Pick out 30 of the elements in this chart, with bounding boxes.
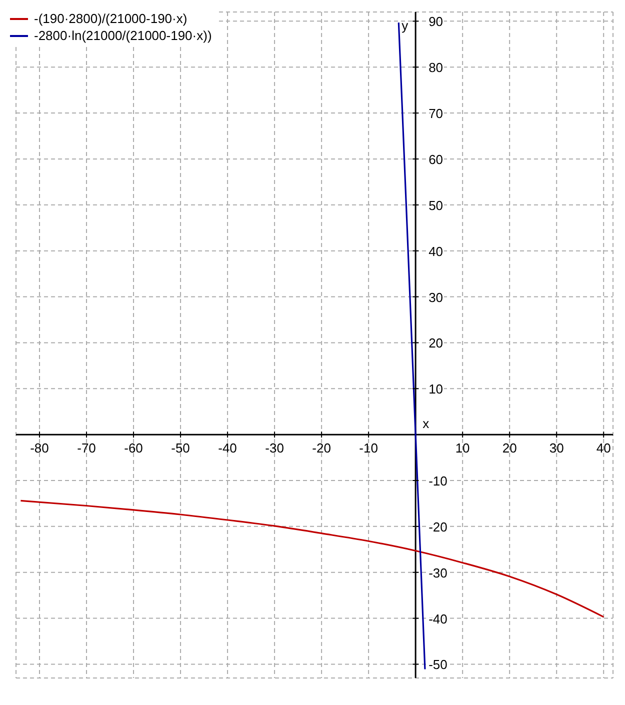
y-tick-label: -30 <box>428 565 448 580</box>
y-tick-label: 40 <box>428 244 444 259</box>
x-tick-label: -70 <box>77 440 96 456</box>
x-tick-label: -40 <box>218 440 237 456</box>
y-tick-label: 80 <box>428 60 444 76</box>
y-tick-label: 90 <box>428 14 444 30</box>
x-tick-label: -60 <box>124 440 143 456</box>
y-tick-label: -20 <box>428 519 448 534</box>
y-tick-label: 50 <box>428 198 444 213</box>
y-tick-label: 10 <box>428 382 444 397</box>
x-axis-title: x <box>422 416 430 431</box>
y-tick-label: 70 <box>428 106 444 122</box>
y-tick-label: 20 <box>428 336 444 351</box>
y-tick-label: 30 <box>428 290 444 305</box>
x-tick-label: 20 <box>502 440 517 456</box>
y-axis-title: y <box>402 18 408 33</box>
y-tick-label: -10 <box>428 473 448 488</box>
x-tick-label: -20 <box>312 440 331 456</box>
legend-label: -(190·2800)/(21000-190·x) <box>34 10 188 27</box>
x-tick-label: -30 <box>265 440 284 456</box>
x-tick-label: -50 <box>171 440 190 456</box>
y-tick-label: -40 <box>428 611 448 626</box>
x-tick-label: 40 <box>596 440 611 456</box>
y-tick-label: 60 <box>428 152 444 167</box>
x-tick-label: -80 <box>30 440 49 456</box>
x-tick-label: 30 <box>549 440 564 456</box>
legend-label: -2800·ln(21000/(21000-190·x)) <box>34 27 212 44</box>
x-tick-label: -10 <box>359 440 378 456</box>
y-tick-label: -50 <box>428 657 448 672</box>
x-tick-label: 10 <box>455 440 470 456</box>
